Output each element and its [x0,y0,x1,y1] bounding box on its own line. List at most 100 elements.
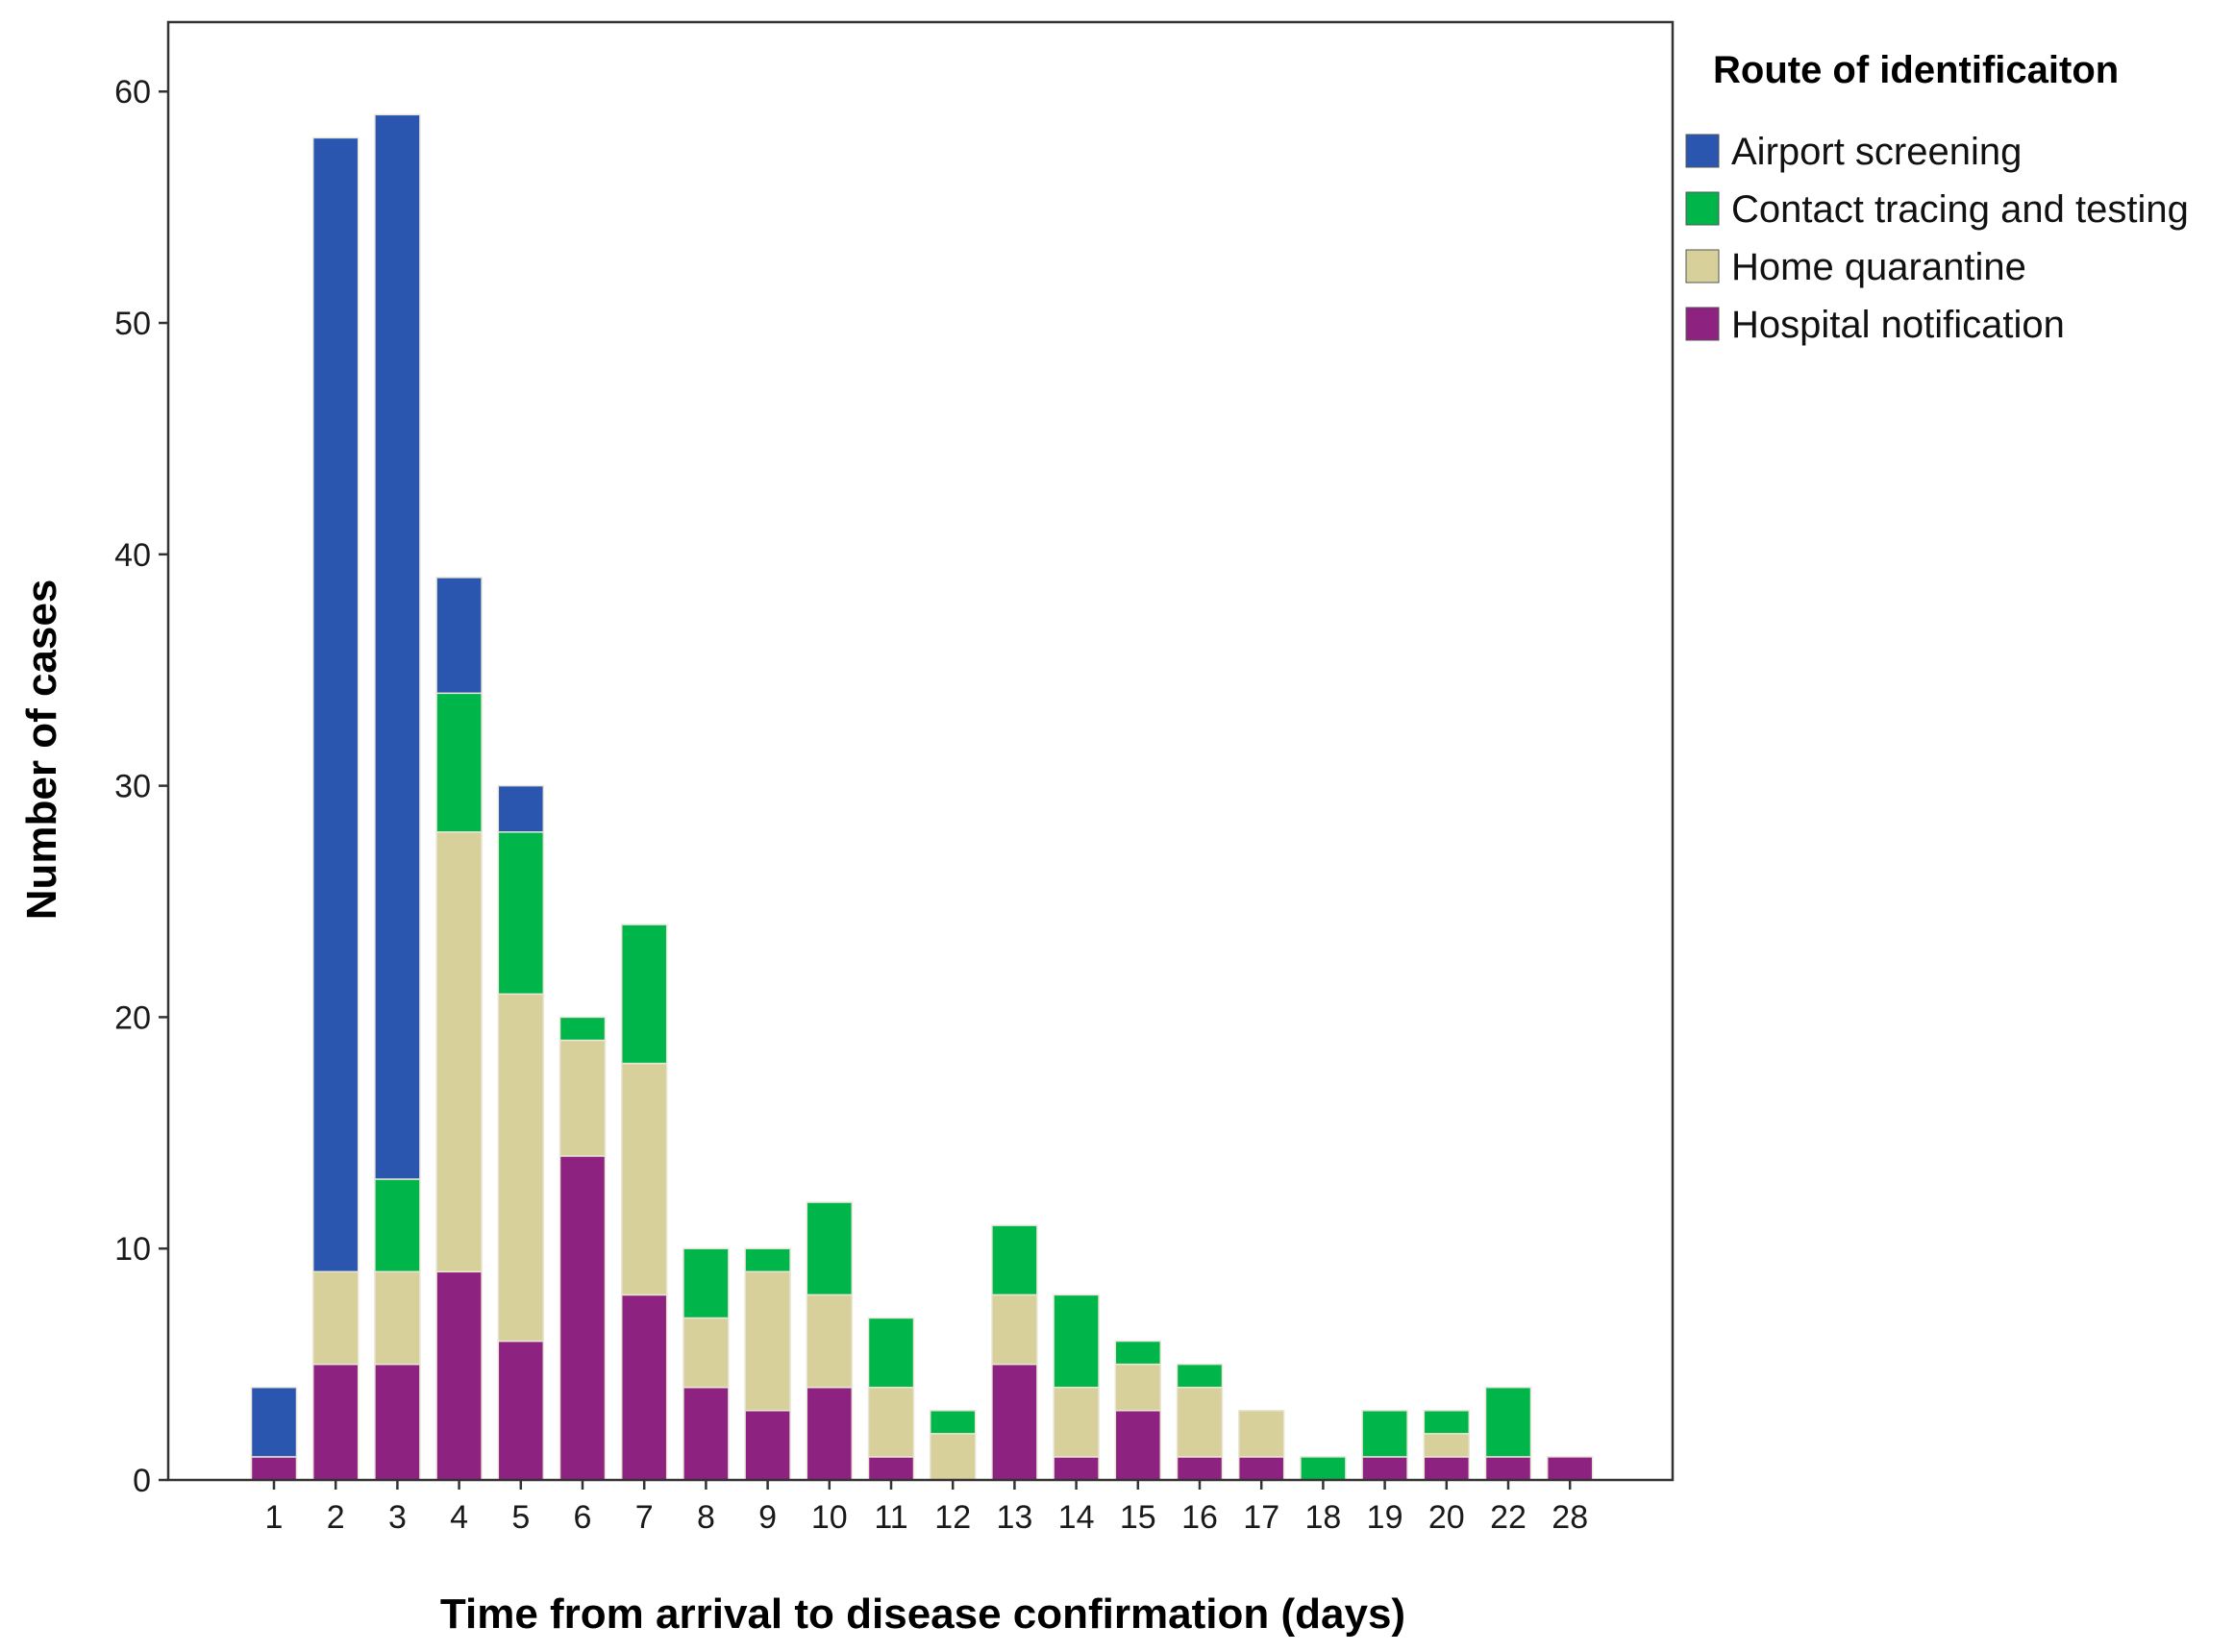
bar-day-8-contact-tracing-and-testing [683,1247,730,1319]
bar-day-13-contact-tracing-and-testing [991,1224,1038,1296]
x-tick-label-10: 10 [811,1499,848,1536]
bar-day-5-hospital-notification [497,1340,545,1481]
x-tick-label-7: 7 [635,1499,654,1536]
x-tick-label-20: 20 [1428,1499,1465,1536]
bar-day-7-contact-tracing-and-testing [620,924,668,1065]
y-tick-label-50: 50 [114,306,151,342]
x-tick-label-11: 11 [874,1499,907,1536]
bar-day-13-home-quarantine [991,1294,1038,1366]
bar-day-20-contact-tracing-and-testing [1423,1410,1471,1435]
bar-day-28-hospital-notification [1546,1456,1594,1481]
bar-day-15-contact-tracing-and-testing [1114,1340,1162,1366]
bar-day-4-home-quarantine [435,831,483,1273]
bar-day-13-hospital-notification [991,1363,1038,1481]
y-tick-label-40: 40 [114,537,151,574]
legend-label-contact-tracing-and-testing: Contact tracing and testing [1731,188,2189,231]
bar-day-11-home-quarantine [867,1386,915,1458]
bar-day-20-home-quarantine [1423,1433,1471,1458]
bar-day-5-contact-tracing-and-testing [497,831,545,996]
bar-day-8-home-quarantine [683,1317,730,1389]
bar-day-20-hospital-notification [1423,1456,1471,1481]
bar-day-1-airport-screening [250,1386,298,1458]
bar-day-12-home-quarantine [929,1433,977,1481]
bar-day-15-hospital-notification [1114,1410,1162,1481]
legend-title: Route of identificaiton [1713,49,2119,91]
bar-day-22-contact-tracing-and-testing [1484,1386,1532,1458]
bar-day-6-hospital-notification [558,1155,607,1481]
bar-day-6-contact-tracing-and-testing [558,1016,607,1042]
legend-label-hospital-notification: Hospital notification [1731,304,2065,346]
legend-swatch-home-quarantine [1685,249,1720,284]
x-tick-label-22: 22 [1490,1499,1527,1536]
bar-day-18-contact-tracing-and-testing [1300,1456,1347,1481]
x-tick-label-13: 13 [996,1499,1032,1536]
x-tick-label-14: 14 [1058,1499,1095,1536]
bar-day-2-home-quarantine [311,1270,360,1366]
x-tick-label-1: 1 [265,1499,284,1536]
bar-day-2-airport-screening [311,136,360,1273]
bar-day-17-hospital-notification [1237,1456,1285,1481]
bar-day-16-contact-tracing-and-testing [1176,1363,1224,1389]
bar-day-4-contact-tracing-and-testing [435,692,483,833]
legend-swatch-airport-screening [1685,134,1720,168]
x-tick-label-4: 4 [450,1499,468,1536]
x-tick-label-19: 19 [1367,1499,1403,1536]
bar-day-14-home-quarantine [1053,1386,1100,1458]
x-axis-title: Time from arrival to disease confirmatio… [440,1590,1405,1638]
bar-day-22-hospital-notification [1484,1456,1532,1481]
bar-day-14-contact-tracing-and-testing [1053,1294,1100,1389]
x-tick-label-28: 28 [1551,1499,1588,1536]
bar-day-9-home-quarantine [744,1270,791,1412]
x-tick-label-12: 12 [934,1499,971,1536]
bar-day-3-airport-screening [374,113,421,1180]
bar-day-7-hospital-notification [620,1294,668,1481]
x-tick-label-15: 15 [1120,1499,1156,1536]
bar-day-10-contact-tracing-and-testing [806,1201,854,1296]
bar-day-19-hospital-notification [1361,1456,1408,1481]
bar-day-12-contact-tracing-and-testing [929,1410,977,1435]
bar-day-2-hospital-notification [311,1363,360,1481]
x-tick-label-2: 2 [327,1499,345,1536]
bar-day-5-airport-screening [497,784,545,833]
y-tick-label-30: 30 [114,769,151,805]
bar-day-4-airport-screening [435,577,483,695]
bar-day-16-home-quarantine [1176,1386,1224,1458]
axes-group [166,20,1675,1482]
bar-day-8-hospital-notification [683,1386,730,1481]
bar-day-11-hospital-notification [867,1456,915,1481]
bar-day-10-hospital-notification [806,1386,854,1481]
bar-day-3-home-quarantine [374,1270,421,1366]
plot-frame [166,20,1675,1482]
bar-day-15-home-quarantine [1114,1363,1162,1412]
legend-swatch-contact-tracing-and-testing [1685,191,1720,226]
y-tick-label-60: 60 [114,74,151,111]
x-tick-label-3: 3 [388,1499,407,1536]
bar-day-6-home-quarantine [558,1039,607,1157]
bar-day-3-hospital-notification [374,1363,421,1481]
bar-day-16-hospital-notification [1176,1456,1224,1481]
bar-day-17-home-quarantine [1237,1410,1285,1458]
legend-swatch-hospital-notification [1685,307,1720,341]
bar-day-14-hospital-notification [1053,1456,1100,1481]
legend: Route of identificaiton Airport screenin… [1685,49,2189,346]
bar-day-7-home-quarantine [620,1062,668,1296]
x-tick-label-5: 5 [511,1499,530,1536]
y-tick-label-0: 0 [133,1463,151,1499]
y-axis-title: Number of cases [18,579,65,921]
bar-day-3-contact-tracing-and-testing [374,1178,421,1273]
y-tick-label-10: 10 [114,1231,151,1268]
bar-day-4-hospital-notification [435,1270,483,1481]
legend-label-home-quarantine: Home quarantine [1731,246,2026,288]
x-tick-label-8: 8 [697,1499,715,1536]
bar-day-9-hospital-notification [744,1410,791,1481]
x-tick-label-17: 17 [1243,1499,1279,1536]
legend-label-airport-screening: Airport screening [1731,131,2022,173]
bar-day-5-home-quarantine [497,993,545,1343]
x-tick-label-16: 16 [1181,1499,1218,1536]
bar-day-19-contact-tracing-and-testing [1361,1410,1408,1458]
x-tick-label-18: 18 [1304,1499,1341,1536]
bar-day-1-hospital-notification [250,1456,298,1481]
bars-group [250,113,1594,1481]
